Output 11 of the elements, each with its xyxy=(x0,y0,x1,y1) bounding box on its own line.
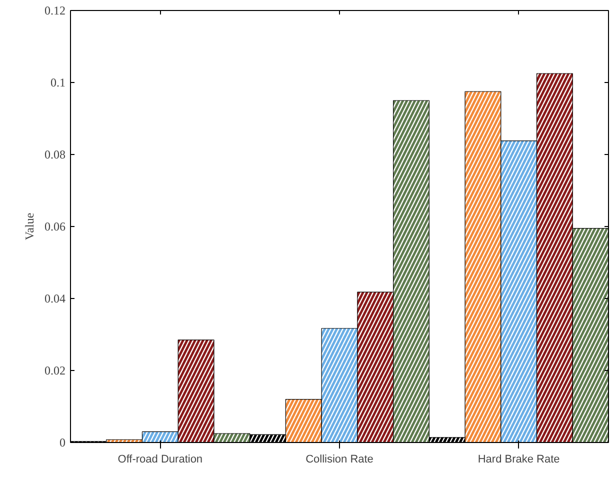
y-tick-label: 0.06 xyxy=(44,220,66,234)
x-tick-label: Hard Brake Rate xyxy=(478,454,560,466)
y-tick-label: 0.02 xyxy=(44,364,66,378)
y-tick-label: 0.04 xyxy=(44,292,66,306)
x-tick-label: Collision Rate xyxy=(306,454,374,466)
y-tick-label: 0.1 xyxy=(50,76,66,90)
x-tick-label: Off-road Duration xyxy=(118,454,203,466)
y-tick-label: 0 xyxy=(60,436,66,450)
y-tick-label: 0.08 xyxy=(44,148,66,162)
y-tick-label: 0.12 xyxy=(44,4,66,18)
y-axis-title: Value xyxy=(22,212,36,240)
